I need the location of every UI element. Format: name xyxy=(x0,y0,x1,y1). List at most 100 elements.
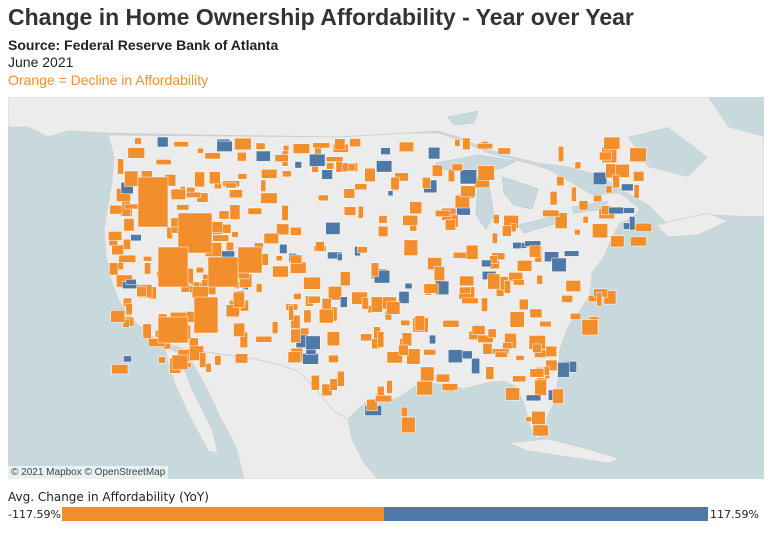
county-region[interactable] xyxy=(281,205,289,221)
county-region[interactable] xyxy=(529,308,543,318)
county-region[interactable] xyxy=(565,280,581,292)
county-region[interactable] xyxy=(615,164,630,178)
county-region[interactable] xyxy=(429,334,436,345)
county-region[interactable] xyxy=(398,291,410,304)
county-region[interactable] xyxy=(312,142,330,149)
county-region[interactable] xyxy=(125,302,133,316)
county-region[interactable] xyxy=(232,291,245,308)
county-region[interactable] xyxy=(194,171,205,188)
county-region[interactable] xyxy=(233,322,246,337)
county-region[interactable] xyxy=(290,328,301,343)
county-region[interactable] xyxy=(216,140,233,152)
county-region[interactable] xyxy=(340,296,348,308)
county-region[interactable] xyxy=(325,156,344,163)
county-region[interactable] xyxy=(600,205,611,216)
county-region[interactable] xyxy=(494,351,508,358)
county-region[interactable] xyxy=(236,152,247,162)
county-region[interactable] xyxy=(465,244,479,260)
county-region[interactable] xyxy=(400,319,411,326)
county-region[interactable] xyxy=(272,265,289,278)
county-region[interactable] xyxy=(255,150,271,162)
county-region[interactable] xyxy=(435,373,450,383)
county-region[interactable] xyxy=(515,355,525,361)
county-region[interactable] xyxy=(375,395,393,403)
county-region[interactable] xyxy=(357,246,368,254)
county-region[interactable] xyxy=(170,188,186,200)
county-region[interactable] xyxy=(558,146,564,162)
county-region[interactable] xyxy=(260,192,278,204)
county-region[interactable] xyxy=(525,394,542,402)
county-region[interactable] xyxy=(325,222,341,235)
county-region[interactable] xyxy=(471,357,480,374)
county-region[interactable] xyxy=(123,218,135,232)
county-region[interactable] xyxy=(433,266,445,282)
county-region[interactable] xyxy=(305,335,321,350)
county-region[interactable] xyxy=(487,273,501,290)
county-region[interactable] xyxy=(502,225,512,237)
county-region[interactable] xyxy=(386,351,403,364)
county-region[interactable] xyxy=(302,353,319,365)
county-region[interactable] xyxy=(599,151,613,161)
county-region[interactable] xyxy=(610,235,625,248)
county-region[interactable] xyxy=(422,177,431,189)
county-region[interactable] xyxy=(214,355,222,366)
county-region[interactable] xyxy=(229,189,243,199)
county-region[interactable] xyxy=(349,138,361,148)
county-region[interactable] xyxy=(442,320,460,328)
county-region[interactable] xyxy=(462,137,471,150)
county-region[interactable] xyxy=(387,190,394,197)
county-region[interactable] xyxy=(360,333,373,342)
county-region[interactable] xyxy=(489,255,498,264)
county-region[interactable] xyxy=(378,215,388,224)
county-region[interactable] xyxy=(347,163,356,172)
county-region[interactable] xyxy=(612,174,620,189)
county-region[interactable] xyxy=(552,388,564,404)
county-region[interactable] xyxy=(303,276,321,290)
county-region[interactable] xyxy=(386,380,393,394)
county-region[interactable] xyxy=(261,169,278,179)
county-region[interactable] xyxy=(441,383,459,391)
county-region[interactable] xyxy=(401,416,416,434)
county-region[interactable] xyxy=(127,147,145,159)
county-region[interactable] xyxy=(545,345,557,357)
county-region[interactable] xyxy=(288,304,294,321)
county-region[interactable] xyxy=(343,206,357,216)
county-region[interactable] xyxy=(275,255,283,262)
county-region[interactable] xyxy=(556,176,565,187)
county-region[interactable] xyxy=(231,231,239,238)
county-region[interactable] xyxy=(386,301,401,315)
county-region[interactable] xyxy=(423,283,439,294)
county-region[interactable] xyxy=(237,246,263,274)
county-region[interactable] xyxy=(460,185,476,198)
county-region[interactable] xyxy=(317,194,329,202)
county-region[interactable] xyxy=(406,348,421,365)
county-region[interactable] xyxy=(354,183,368,191)
county-region[interactable] xyxy=(315,241,325,252)
county-region[interactable] xyxy=(549,191,558,206)
county-region[interactable] xyxy=(319,308,334,324)
county-region[interactable] xyxy=(401,406,408,417)
county-region[interactable] xyxy=(195,266,205,274)
county-region[interactable] xyxy=(608,206,624,215)
county-region[interactable] xyxy=(111,364,129,375)
county-region[interactable] xyxy=(477,165,495,181)
county-region[interactable] xyxy=(212,234,229,242)
county-region[interactable] xyxy=(218,210,230,220)
county-region[interactable] xyxy=(326,331,340,347)
county-region[interactable] xyxy=(123,355,132,363)
county-region[interactable] xyxy=(337,370,345,387)
county-region[interactable] xyxy=(542,209,560,217)
county-region[interactable] xyxy=(482,343,493,355)
county-region[interactable] xyxy=(328,354,339,363)
county-region[interactable] xyxy=(596,292,603,307)
county-region[interactable] xyxy=(376,160,393,173)
county-region[interactable] xyxy=(574,229,581,236)
county-region[interactable] xyxy=(209,171,221,185)
county-region[interactable] xyxy=(517,260,533,272)
county-region[interactable] xyxy=(398,344,409,356)
county-region[interactable] xyxy=(364,167,376,182)
county-region[interactable] xyxy=(193,296,219,334)
county-region[interactable] xyxy=(255,142,266,150)
county-region[interactable] xyxy=(274,154,289,162)
county-region[interactable] xyxy=(337,253,343,261)
